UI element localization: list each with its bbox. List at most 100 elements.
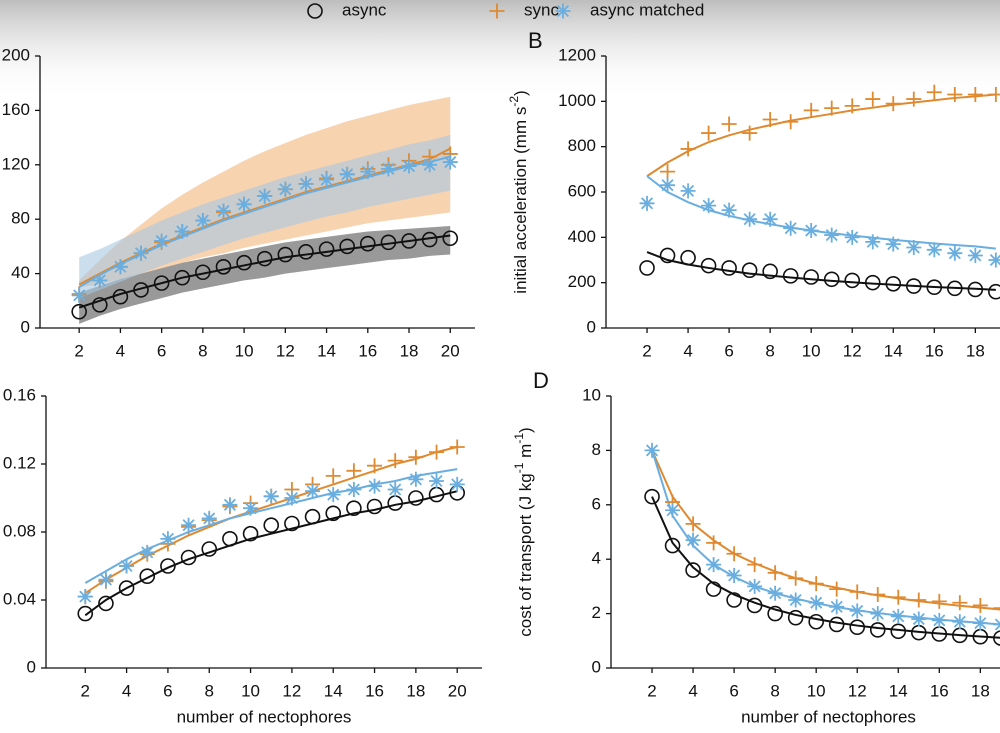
marker-circle: [890, 623, 907, 640]
x-tick-label: 2: [81, 681, 90, 700]
marker-asterisk: [972, 615, 988, 631]
marker-plus: [742, 125, 758, 141]
marker-shape: [865, 91, 881, 107]
fit-line: [646, 251, 996, 291]
marker-asterisk: [298, 176, 314, 192]
fit-line: [651, 449, 1000, 611]
marker-shape: [659, 247, 676, 264]
marker-shape: [339, 166, 355, 182]
marker-circle: [762, 263, 778, 280]
marker-plus: [885, 96, 901, 112]
x-tick-label: 6: [163, 681, 172, 700]
marker-plus: [706, 535, 722, 551]
y-tick-label: 4: [592, 549, 601, 568]
marker-circle: [325, 505, 342, 522]
marker-circle: [304, 508, 321, 525]
marker-shape: [741, 262, 758, 279]
marker-shape: [906, 240, 922, 256]
marker-shape: [829, 581, 845, 597]
marker-asterisk: [726, 568, 742, 584]
marker-plus: [449, 439, 465, 455]
x-tick-label: 12: [282, 681, 301, 700]
marker-asterisk: [387, 482, 403, 497]
marker-circle: [664, 537, 681, 554]
marker-shape: [639, 260, 655, 276]
marker-circle: [746, 597, 763, 614]
marker-shape: [422, 157, 438, 173]
marker-shape: [215, 203, 231, 219]
x-tick-label: 20: [441, 341, 460, 360]
marker-circle: [741, 262, 758, 279]
x-tick-label: 12: [843, 341, 862, 360]
marker-circle: [118, 580, 135, 596]
marker-asterisk: [133, 245, 149, 261]
fit-line: [84, 490, 458, 617]
marker-shape: [993, 630, 1000, 646]
marker-shape: [174, 223, 190, 239]
marker-circle: [112, 288, 129, 305]
x-tick-label: 12: [848, 681, 867, 700]
marker-shape: [993, 616, 1000, 632]
marker-shape: [803, 102, 819, 118]
marker-plus: [701, 125, 717, 141]
marker-shape: [429, 473, 445, 489]
marker-shape: [885, 275, 902, 292]
marker-asterisk: [346, 482, 362, 497]
marker-shape: [726, 592, 742, 608]
marker-plus: [906, 91, 922, 107]
marker-shape: [664, 537, 681, 554]
marker-shape: [947, 245, 963, 261]
marker-circle: [77, 605, 94, 622]
marker-plus: [865, 91, 881, 107]
marker-plus: [829, 581, 845, 597]
y-tick-label: 160: [2, 100, 30, 119]
panel-letter: B: [528, 28, 543, 53]
marker-shape: [931, 612, 947, 628]
marker-asterisk: [92, 272, 108, 288]
marker-shape: [304, 508, 321, 525]
marker-asterisk: [660, 177, 676, 193]
x-tick-label: 18: [406, 681, 425, 700]
marker-circle: [153, 275, 170, 291]
y-axis-label-part: cost of transport (J kg: [516, 473, 535, 636]
marker-shape: [284, 490, 300, 506]
marker-shape: [869, 622, 886, 638]
marker-shape: [890, 608, 906, 624]
marker-asterisk: [429, 473, 445, 489]
marker-shape: [366, 498, 383, 515]
confidence-band: [79, 226, 451, 324]
marker-shape: [926, 279, 943, 296]
marker-shape: [952, 614, 968, 630]
marker-plus: [408, 449, 424, 465]
marker-shape: [823, 271, 840, 288]
marker-shape: [639, 195, 655, 211]
marker-circle: [767, 605, 783, 622]
marker-plus: [721, 116, 737, 132]
marker-circle: [803, 269, 819, 285]
marker-shape: [442, 230, 459, 247]
legend-label: sync: [524, 0, 559, 19]
marker-shape: [284, 515, 300, 532]
marker-shape: [71, 303, 87, 320]
marker-asterisk: [762, 211, 778, 227]
marker-plus: [849, 584, 865, 600]
marker-circle: [215, 258, 232, 275]
marker-shape: [401, 158, 417, 174]
marker-asterisk: [808, 595, 824, 611]
marker-shape: [829, 599, 845, 615]
marker-shape: [967, 87, 983, 103]
marker-shape: [359, 235, 376, 252]
marker-shape: [890, 589, 906, 605]
marker-shape: [449, 439, 465, 455]
marker-shape: [305, 483, 321, 499]
marker-shape: [783, 114, 799, 130]
marker-asterisk: [844, 229, 860, 245]
legend-label: async matched: [590, 0, 704, 19]
marker-shape: [346, 482, 362, 497]
marker-shape: [706, 535, 722, 551]
marker-shape: [824, 227, 840, 243]
x-tick-label: 18: [971, 681, 990, 700]
marker-shape: [201, 541, 218, 557]
marker-shape: [380, 161, 396, 177]
x-axis-label: number of nectophores: [177, 707, 352, 726]
